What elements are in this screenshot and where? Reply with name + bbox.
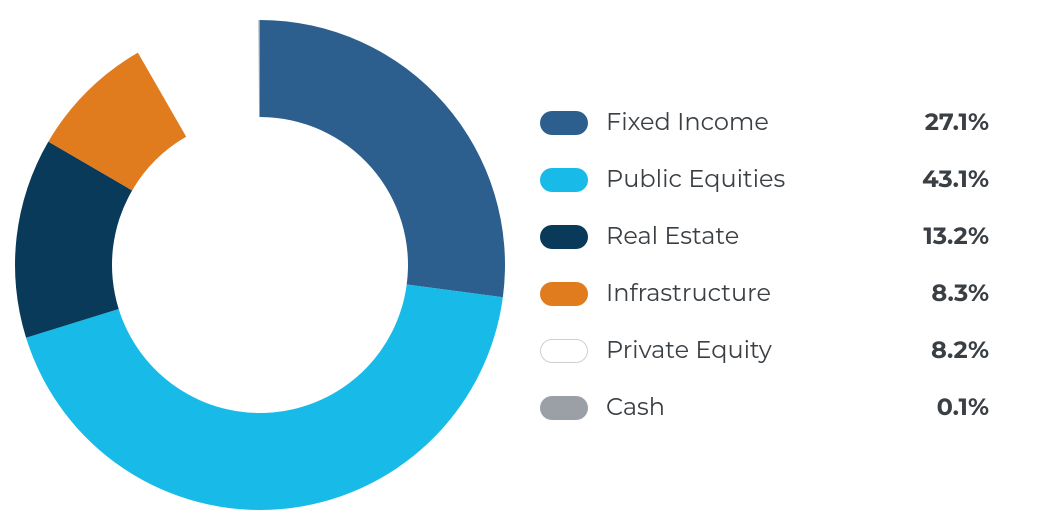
legend-row: Real Estate 13.2% xyxy=(540,222,989,251)
legend-swatch xyxy=(540,339,588,363)
donut-chart-wrap xyxy=(0,0,520,530)
legend-label: Private Equity xyxy=(606,336,772,365)
legend-value: 0.1% xyxy=(937,393,989,422)
legend-left: Private Equity xyxy=(540,336,772,365)
legend-swatch xyxy=(540,111,588,135)
legend-label: Real Estate xyxy=(606,222,739,251)
legend-swatch xyxy=(540,396,588,420)
donut-slice xyxy=(260,20,505,297)
legend-swatch xyxy=(540,225,588,249)
legend-value: 27.1% xyxy=(925,108,989,137)
legend-value: 43.1% xyxy=(922,165,989,194)
donut-slice xyxy=(26,284,503,510)
legend-value: 13.2% xyxy=(923,222,989,251)
legend-left: Real Estate xyxy=(540,222,739,251)
chart-container: Fixed Income 27.1% Public Equities 43.1% Rea… xyxy=(0,0,1049,530)
legend-row: Private Equity 8.2% xyxy=(540,336,989,365)
legend-row: Cash 0.1% xyxy=(540,393,989,422)
legend-row: Fixed Income 27.1% xyxy=(540,108,989,137)
legend-left: Fixed Income xyxy=(540,108,769,137)
legend-label: Cash xyxy=(606,393,665,422)
legend-swatch xyxy=(540,168,588,192)
legend-swatch xyxy=(540,282,588,306)
legend-label: Infrastructure xyxy=(606,279,771,308)
legend: Fixed Income 27.1% Public Equities 43.1% Rea… xyxy=(520,80,1049,450)
legend-left: Cash xyxy=(540,393,665,422)
legend-left: Infrastructure xyxy=(540,279,771,308)
legend-label: Fixed Income xyxy=(606,108,769,137)
legend-left: Public Equities xyxy=(540,165,785,194)
legend-row: Public Equities 43.1% xyxy=(540,165,989,194)
legend-value: 8.3% xyxy=(931,279,989,308)
legend-label: Public Equities xyxy=(606,165,785,194)
donut-chart xyxy=(0,0,520,530)
legend-row: Infrastructure 8.3% xyxy=(540,279,989,308)
legend-value: 8.2% xyxy=(931,336,989,365)
